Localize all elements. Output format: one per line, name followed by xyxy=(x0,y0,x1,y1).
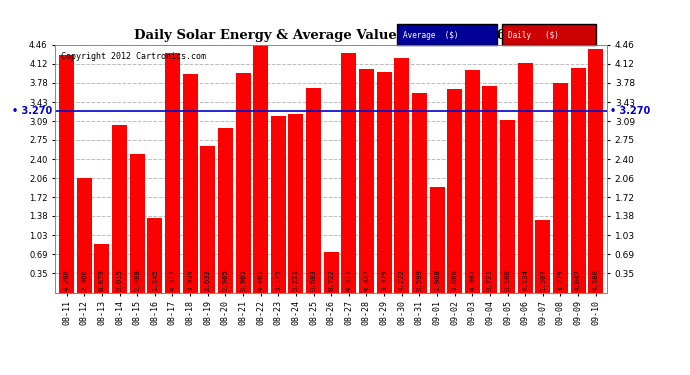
Bar xyxy=(130,154,145,292)
FancyBboxPatch shape xyxy=(397,24,497,45)
FancyBboxPatch shape xyxy=(502,24,596,45)
Bar xyxy=(377,72,392,292)
Text: 4.222: 4.222 xyxy=(399,270,405,291)
Text: 3.683: 3.683 xyxy=(310,270,317,291)
Bar xyxy=(306,88,321,292)
Bar xyxy=(518,63,533,292)
Text: 2.488: 2.488 xyxy=(135,270,140,291)
Bar xyxy=(165,53,180,292)
Bar xyxy=(342,53,356,292)
Text: 4.002: 4.002 xyxy=(469,270,475,291)
Bar xyxy=(500,120,515,292)
Bar xyxy=(553,83,568,292)
Text: 3.779: 3.779 xyxy=(558,270,564,291)
Text: • 3.270: • 3.270 xyxy=(610,106,650,116)
Text: 4.386: 4.386 xyxy=(593,270,599,291)
Bar xyxy=(288,114,304,292)
Bar xyxy=(447,89,462,292)
Text: 4.461: 4.461 xyxy=(257,270,264,291)
Bar xyxy=(148,218,162,292)
Text: 4.134: 4.134 xyxy=(522,270,528,291)
Bar xyxy=(270,116,286,292)
Bar xyxy=(535,220,551,292)
Text: 1.345: 1.345 xyxy=(152,270,158,291)
Text: 4.317: 4.317 xyxy=(170,270,175,291)
Text: 3.221: 3.221 xyxy=(293,270,299,291)
Text: Copyright 2012 Cartronics.com: Copyright 2012 Cartronics.com xyxy=(61,53,206,62)
Text: 3.015: 3.015 xyxy=(117,270,123,291)
Text: 2.066: 2.066 xyxy=(81,270,88,291)
Text: 3.939: 3.939 xyxy=(187,270,193,291)
Bar xyxy=(571,68,586,292)
Text: 4.288: 4.288 xyxy=(63,270,70,291)
Text: 3.979: 3.979 xyxy=(381,270,387,291)
Bar xyxy=(200,147,215,292)
Text: 0.722: 0.722 xyxy=(328,270,334,291)
Text: 2.965: 2.965 xyxy=(222,270,228,291)
Text: 3.100: 3.100 xyxy=(504,270,511,291)
Text: 1.307: 1.307 xyxy=(540,270,546,291)
Title: Daily Solar Energy & Average Value Tue Sep 11 06:33: Daily Solar Energy & Average Value Tue S… xyxy=(134,30,529,42)
Bar xyxy=(465,70,480,292)
Text: 3.961: 3.961 xyxy=(240,270,246,291)
Text: • 3.270: • 3.270 xyxy=(12,106,52,116)
Bar xyxy=(412,93,427,292)
Text: 4.047: 4.047 xyxy=(575,270,581,291)
Bar xyxy=(253,45,268,292)
Bar xyxy=(429,187,444,292)
Bar xyxy=(183,74,197,292)
Bar xyxy=(235,73,250,292)
Bar xyxy=(359,69,374,292)
Bar xyxy=(112,125,127,292)
Text: 2.632: 2.632 xyxy=(205,270,210,291)
Text: 3.721: 3.721 xyxy=(487,270,493,291)
Text: 1.908: 1.908 xyxy=(434,270,440,291)
Bar xyxy=(394,58,409,292)
Text: Average  ($): Average ($) xyxy=(403,31,458,40)
Bar xyxy=(324,252,339,292)
Bar xyxy=(77,178,92,292)
Text: 3.660: 3.660 xyxy=(452,270,457,291)
Bar xyxy=(482,86,497,292)
Text: 4.311: 4.311 xyxy=(346,270,352,291)
Text: Daily   ($): Daily ($) xyxy=(508,31,559,40)
Bar xyxy=(59,54,74,292)
Bar xyxy=(218,128,233,292)
Bar xyxy=(95,244,110,292)
Text: 3.175: 3.175 xyxy=(275,270,282,291)
Text: 0.879: 0.879 xyxy=(99,270,105,291)
Text: 3.599: 3.599 xyxy=(416,270,422,291)
Text: 4.027: 4.027 xyxy=(364,270,369,291)
Bar xyxy=(589,49,603,292)
